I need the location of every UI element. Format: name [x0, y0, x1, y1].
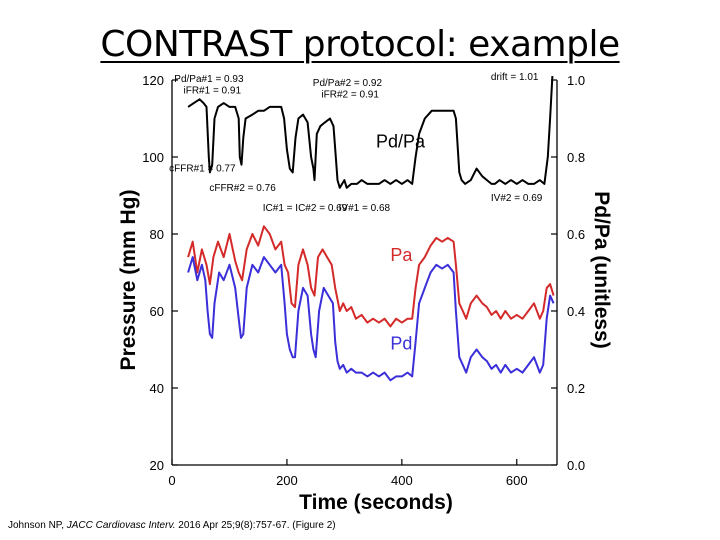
axis-layer: [171, 80, 558, 466]
tick-layer: 0 200 400 600 20 40 60 80 100 120 0.0 0.2 0.4 0.6 0.8 1…: [142, 73, 585, 488]
annotation-pd-pa-1-0-93: Pd/Pa#1 = 0.93: [174, 74, 244, 85]
y-left-tick-label: 100: [142, 150, 164, 165]
series-label-pd-pa: Pd/Pa: [376, 131, 426, 151]
y-left-tick-label: 20: [150, 458, 164, 473]
annotation-iv-2-0-69: IV#2 = 0.69: [491, 193, 543, 204]
y-left-tick-label: 120: [142, 73, 164, 88]
citation: Johnson NP, JACC Cardiovasc Interv. 2016…: [8, 520, 336, 531]
series-line-pd-pa: [187, 76, 554, 189]
x-tick-label: 400: [391, 473, 413, 488]
annotation-ifr-2-0-91: iFR#2 = 0.91: [321, 89, 379, 100]
y-right-tick-label: 0.4: [567, 304, 585, 319]
y-axis-right-label: Pd/Pa (unitless): [590, 191, 613, 349]
annotation-pd-pa-2-0-92: Pd/Pa#2 = 0.92: [313, 78, 383, 89]
annotation-cffr-1-0-77: cFFR#1 = 0.77: [169, 164, 236, 175]
annotation-iv-1-0-68: IV#1 = 0.68: [339, 203, 391, 214]
y-right-tick-label: 1.0: [567, 73, 585, 88]
series-line-pa: [187, 225, 555, 328]
y-left-tick-label: 80: [150, 227, 164, 242]
x-tick-label: 600: [506, 473, 528, 488]
series-layer: [187, 76, 555, 382]
x-tick-label: 0: [168, 473, 175, 488]
y-axis-left-label: Pressure (mm Hg): [117, 190, 140, 371]
x-axis-label: Time (seconds): [299, 491, 453, 514]
y-right-tick-label: 0.0: [567, 458, 585, 473]
series-line-pd: [187, 256, 555, 382]
y-left-tick-label: 60: [150, 304, 164, 319]
annotation-cffr-2-0-76: cFFR#2 = 0.76: [209, 183, 276, 194]
annotation-drift-1-01: drift = 1.01: [491, 72, 539, 83]
citation-authors: Johnson NP,: [8, 520, 64, 531]
citation-details: 2016 Apr 25;9(8):757-67. (Figure 2): [178, 520, 336, 531]
series-label-pa: Pa: [390, 245, 413, 265]
citation-journal: JACC Cardiovasc Interv.: [66, 520, 176, 531]
y-right-tick-label: 0.2: [567, 381, 585, 396]
annotation-ifr-1-0-91: iFR#1 = 0.91: [183, 85, 241, 96]
slide-title: CONTRAST protocol: example: [100, 24, 620, 65]
y-right-tick-label: 0.8: [567, 150, 585, 165]
annotation-ic-1-ic-2-0-69: IC#1 = IC#2 = 0.69: [263, 203, 348, 214]
y-right-tick-label: 0.6: [567, 227, 585, 242]
x-tick-label: 200: [276, 473, 298, 488]
series-label-pd: Pd: [390, 334, 412, 354]
y-left-tick-label: 40: [150, 381, 164, 396]
